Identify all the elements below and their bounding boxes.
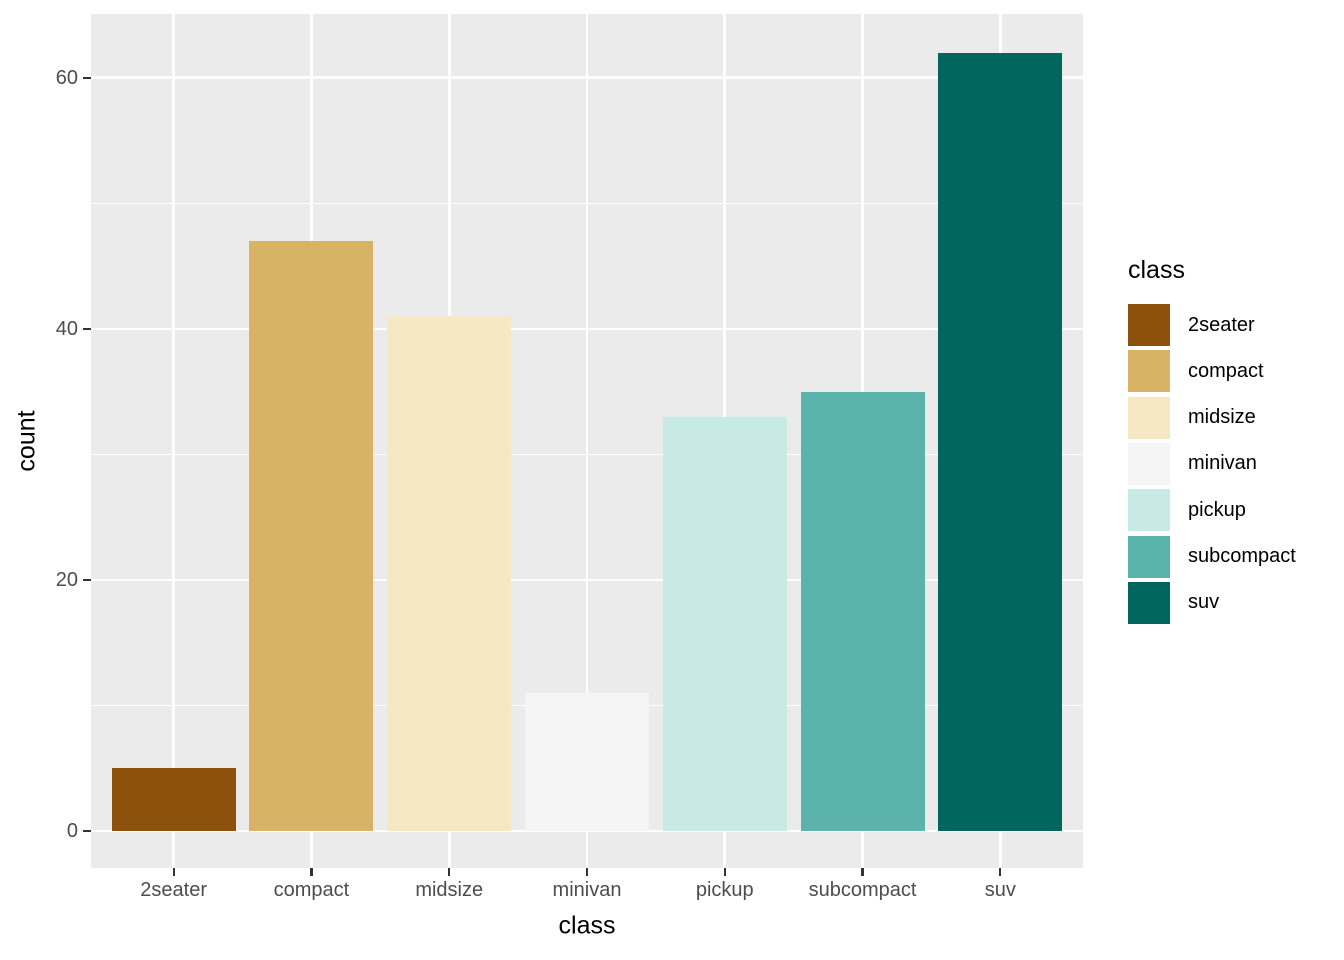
legend-entry-label: midsize	[1188, 406, 1256, 429]
x-tick-label: subcompact	[808, 879, 917, 901]
legend-key-swatch	[1128, 350, 1170, 393]
bar-midsize	[387, 316, 512, 831]
y-tick-mark	[83, 76, 91, 79]
bar-compact	[249, 241, 374, 831]
x-tick-label: pickup	[695, 879, 754, 901]
legend-entry-2seater: 2seater	[1128, 304, 1255, 346]
x-tick-label: 2seater	[140, 879, 208, 901]
legend-key-swatch	[1128, 489, 1170, 532]
x-tick-mark	[448, 868, 451, 876]
y-axis-title: count	[12, 410, 41, 472]
x-tick-mark	[585, 868, 589, 876]
bar-2seater	[111, 768, 236, 831]
legend: class 2seater compact midsize minivan pickup…	[1128, 256, 1338, 624]
legend-entry-pickup: pickup	[1128, 489, 1246, 532]
bar-minivan	[525, 692, 649, 831]
bar-subcompact	[800, 391, 925, 831]
legend-entry-label: subcompact	[1188, 545, 1296, 567]
y-tick-mark	[83, 578, 91, 582]
legend-key-swatch	[1128, 442, 1170, 485]
plot-panel	[91, 14, 1083, 868]
y-tick-label: 40	[55, 317, 78, 340]
x-tick-mark	[310, 868, 313, 876]
y-tick-label: 60	[55, 66, 78, 89]
x-tick-mark	[723, 868, 726, 876]
legend-key-swatch	[1128, 581, 1170, 624]
x-tick-label: minivan	[552, 879, 622, 901]
x-tick-mark	[861, 868, 864, 876]
x-tick-label: suv	[984, 879, 1016, 901]
x-tick-mark	[999, 868, 1002, 876]
x-tick-mark	[172, 868, 175, 876]
legend-key-swatch	[1128, 535, 1170, 578]
legend-entry-suv: suv	[1128, 581, 1220, 624]
bar-pickup	[662, 416, 787, 831]
y-tick-label: 0	[66, 820, 78, 842]
legend-entry-label: 2seater	[1188, 313, 1255, 336]
gridline-major-vertical	[172, 14, 175, 868]
legend-entry-label: minivan	[1188, 452, 1257, 475]
legend-entry-compact: compact	[1128, 350, 1264, 393]
legend-key-swatch	[1128, 396, 1170, 439]
legend-entry-label: compact	[1188, 359, 1264, 382]
y-tick-mark	[83, 829, 91, 833]
legend-entry-label: suv	[1188, 591, 1220, 614]
gridline-major-vertical	[585, 14, 589, 868]
y-tick-label: 20	[55, 568, 78, 591]
bar-suv	[938, 52, 1063, 831]
legend-key-swatch	[1128, 304, 1170, 346]
legend-entry-midsize: midsize	[1128, 396, 1256, 439]
x-tick-label: midsize	[415, 879, 484, 901]
legend-title: class	[1128, 256, 1185, 284]
legend-entry-label: pickup	[1188, 498, 1246, 521]
x-tick-label: compact	[273, 879, 350, 901]
x-axis-title: class	[558, 911, 616, 940]
legend-entry-minivan: minivan	[1128, 442, 1257, 485]
y-tick-mark	[83, 327, 91, 330]
legend-entry-subcompact: subcompact	[1128, 535, 1296, 578]
